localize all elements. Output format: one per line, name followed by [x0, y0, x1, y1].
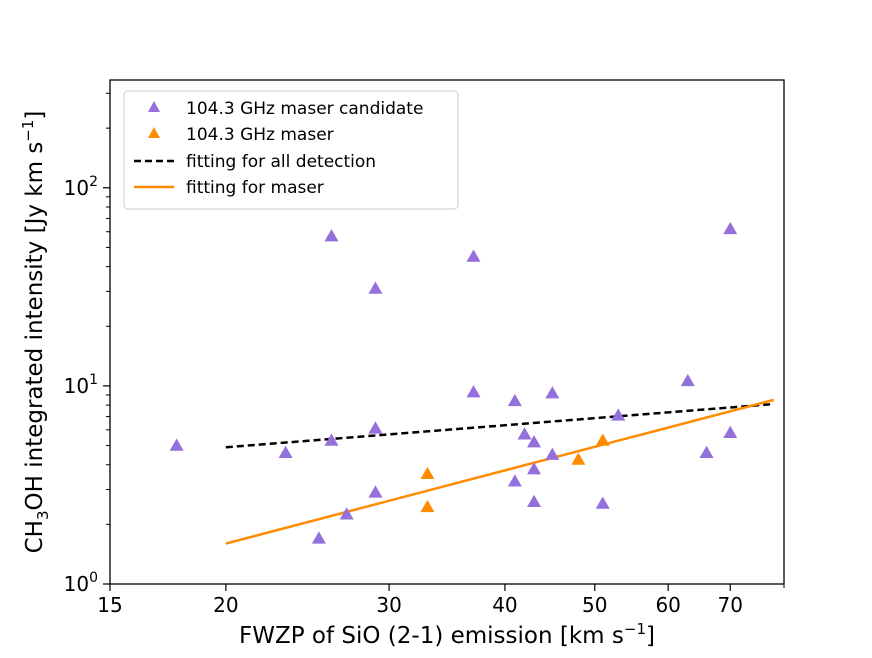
candidate-point: [723, 221, 738, 235]
candidate-point: [507, 393, 522, 407]
candidate-point: [527, 462, 542, 475]
candidate-point: [278, 445, 293, 458]
candidate-point: [311, 531, 326, 544]
x-tick-label: 15: [97, 593, 122, 617]
candidate-point: [699, 445, 714, 458]
legend-marker-maser: [148, 127, 160, 138]
y-axis-label-exponent: −1: [19, 120, 37, 142]
candidate-point: [368, 421, 383, 434]
legend-box: [123, 90, 459, 210]
candidate-point: [527, 494, 542, 508]
candidate-point: [324, 433, 339, 446]
legend-marker-candidate: [148, 101, 160, 112]
maser-point: [420, 499, 435, 513]
candidate-point: [339, 507, 354, 520]
y-axis-label-subscript: 3: [34, 511, 52, 521]
legend-label-maser: 104.3 GHz maser: [186, 125, 334, 145]
y-tick-label: 101: [64, 372, 98, 398]
x-axis-label: FWZP of SiO (2-1) emission [km s−1]: [239, 620, 655, 649]
y-tick-label: 100: [64, 570, 98, 596]
candidate-point: [723, 425, 738, 439]
candidate-point: [545, 447, 560, 460]
x-tick-label: 40: [492, 593, 517, 617]
y-axis-label: CH3OH integrated intensity [Jy km s−1]: [19, 111, 52, 554]
candidate-point: [545, 386, 560, 399]
candidate-point: [169, 438, 184, 451]
x-tick-label: 30: [376, 593, 401, 617]
x-axis: 15 20 30 40 50 60 70: [97, 584, 785, 617]
y-axis: 100 101 102: [64, 92, 110, 596]
candidate-point: [368, 281, 383, 294]
fit-line-all-detection: [225, 402, 774, 449]
x-tick-label: 60: [655, 593, 680, 617]
data-points: [169, 221, 738, 544]
maser-point: [571, 452, 586, 465]
axes-frame: [109, 79, 785, 585]
candidate-point: [517, 427, 532, 440]
maser-point: [420, 466, 435, 480]
candidate-point: [368, 485, 383, 498]
x-tick-label: 50: [582, 593, 607, 617]
candidate-point: [466, 249, 481, 262]
candidate-point: [680, 373, 695, 387]
x-tick-label: 20: [213, 593, 238, 617]
candidate-point: [527, 435, 542, 448]
x-axis-label-exponent: −1: [624, 620, 646, 638]
legend-label-maser-fit: fitting for maser: [186, 178, 324, 198]
plot-area: [109, 79, 785, 585]
fit-line-maser: [225, 398, 775, 545]
y-tick-label: 102: [64, 174, 98, 200]
candidate-point: [466, 385, 481, 398]
maser-point: [595, 433, 610, 446]
candidate-point: [324, 229, 339, 242]
x-tick-label: 70: [718, 593, 743, 617]
legend: 104.3 GHz maser candidate 104.3 GHz mase…: [123, 90, 459, 210]
legend-label-candidate: 104.3 GHz maser candidate: [186, 99, 423, 119]
candidate-point: [595, 496, 610, 509]
legend-label-all-detection: fitting for all detection: [186, 152, 376, 172]
candidate-point: [507, 474, 522, 487]
fit-lines: [225, 398, 775, 545]
candidate-point: [611, 408, 626, 421]
